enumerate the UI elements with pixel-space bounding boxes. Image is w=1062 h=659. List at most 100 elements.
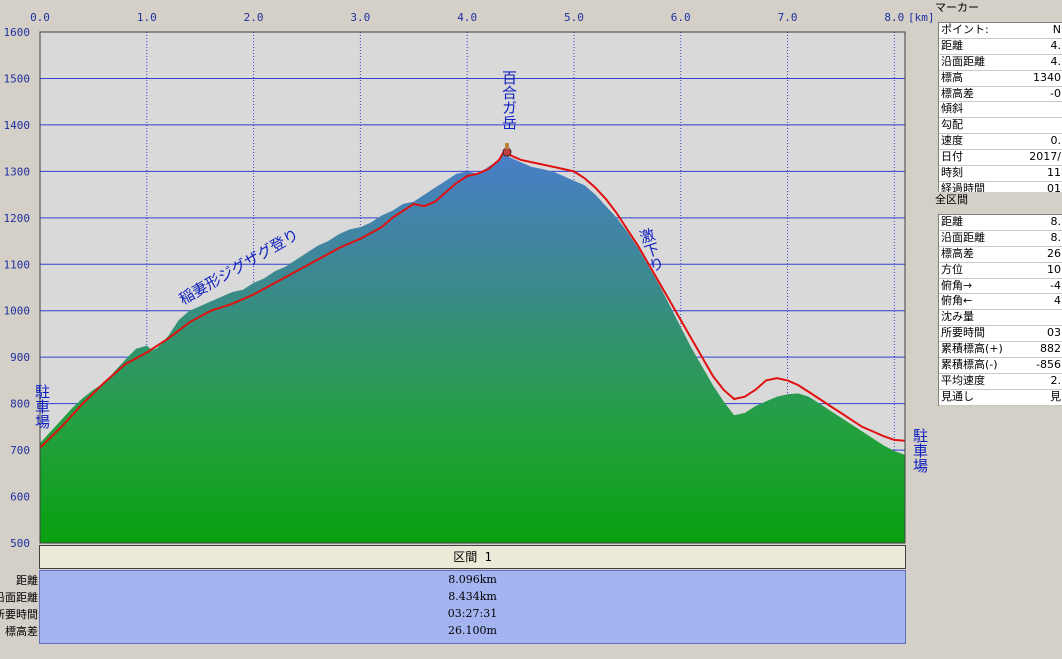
elevation-chart: 0.0 1.0 2.0 3.0 4.0 5.0 6.0 7.0 8.0 1600 1500 1400… (3, 11, 932, 550)
section-row: 所要時間 03 (939, 326, 1062, 343)
section-panel: 全区間 (932, 192, 1062, 208)
section-row: 沈み量 (939, 310, 1062, 327)
section-row: 距離 8. (939, 215, 1062, 231)
section-row: 累積標高(-) -856 (939, 358, 1062, 374)
segment-elevation-diff-label: 標高差 (5, 625, 38, 638)
section-row-value: 10 (1047, 262, 1061, 276)
marker-row: 標高差 -0 (939, 87, 1062, 103)
x-tick-label: 4.0 (457, 11, 477, 24)
y-tick-label: 700 (10, 444, 30, 457)
track-line (39, 31, 906, 544)
segment-duration-label: 所要時間 (0, 608, 38, 621)
marker-row-label: 時刻 (941, 166, 963, 180)
marker-row: 速度 0. (939, 134, 1062, 151)
parking-end-label: 駐車場 (911, 428, 929, 473)
marker-row-label: 距離 (941, 38, 963, 52)
section-row-label: 方位 (941, 262, 963, 276)
y-tick-label: 600 (10, 491, 30, 504)
marker-row-value: 1340 (1033, 70, 1061, 84)
section-row: 標高差 26 (939, 247, 1062, 263)
section-row: 方位 10 (939, 263, 1062, 279)
plot-border (39, 31, 906, 544)
section-row-value: 4 (1054, 294, 1061, 308)
section-row-label: 平均速度 (941, 373, 985, 387)
x-axis-unit: [km] (908, 11, 932, 24)
marker-row-value: 4. (1050, 38, 1062, 52)
marker-row-value: 11 (1047, 166, 1061, 180)
section-table: 距離 8. 沿面距離 8. 標高差 26 方位 10 俯角→ -4 俯角← 4 沈み量 所要… (938, 214, 1062, 406)
marker-row-value: 01 (1047, 181, 1061, 195)
x-tick-label: 7.0 (778, 11, 798, 24)
marker-row-value: 2017/ (1029, 150, 1061, 164)
section-row-label: 標高差 (941, 246, 974, 260)
section-row: 俯角← 4 (939, 294, 1062, 311)
marker-row-label: 傾斜 (941, 102, 963, 116)
y-tick-label: 1100 (4, 258, 31, 271)
section-row-value: -856 (1036, 358, 1061, 372)
section-row-value: 03 (1047, 326, 1061, 340)
parking-start-label: 駐車場 (33, 384, 51, 429)
marker-row: 傾斜 (939, 102, 1062, 119)
section-row: 俯角→ -4 (939, 279, 1062, 295)
section-row-value: 8. (1050, 230, 1062, 244)
section-row-value: 26 (1047, 246, 1061, 260)
section-row-label: 沿面距離 (941, 230, 985, 244)
segment-summary: 8.096km 8.434km 03:27:31 26.100m (39, 570, 906, 644)
segment-surface-distance-label: 沿面距離 (0, 591, 38, 604)
elevation-area (40, 152, 905, 544)
marker-row-label: 日付 (941, 150, 963, 164)
marker-row-value: -0 (1050, 86, 1061, 100)
x-tick-label: 1.0 (137, 11, 157, 24)
y-axis-ticks: 1600 1500 1400 1300 1200 1100 1000 900 800 700 600… (4, 26, 31, 550)
section-row-label: 見通し (941, 389, 974, 403)
marker-row-value: N (1052, 23, 1061, 36)
y-tick-label: 1400 (4, 119, 31, 132)
marker-table: ポイント: N 距離 4. 沿面距離 4. 標高 1340 標高差 -0 傾斜 勾配 速度… (938, 22, 1062, 198)
x-tick-label: 6.0 (671, 11, 691, 24)
marker-panel: マーカー (932, 0, 1062, 16)
marker-row-label: 沿面距離 (941, 54, 985, 68)
section-row-label: 俯角→ (941, 278, 973, 292)
section-panel-title: 全区間 (932, 192, 1062, 208)
y-tick-label: 1000 (4, 305, 31, 318)
track-line-path (39, 148, 905, 449)
marker-row: 勾配 (939, 118, 1062, 135)
marker-row-value: 4. (1050, 54, 1062, 68)
section-row: 見通し 見 (939, 390, 1062, 406)
section-row-label: 距離 (941, 215, 963, 228)
section-row-label: 所要時間 (941, 326, 985, 340)
marker-panel-title: マーカー (932, 0, 1062, 16)
segment-distance-value: 8.096km (448, 573, 497, 586)
y-tick-label: 1500 (4, 72, 31, 85)
section-row: 累積標高(+) 882 (939, 342, 1062, 359)
x-tick-label: 5.0 (564, 11, 584, 24)
segment-surface-distance-value: 8.434km (448, 590, 497, 603)
x-tick-label: 8.0 (884, 11, 904, 24)
segment-header[interactable]: 区間 1 (39, 545, 906, 569)
x-tick-label: 3.0 (350, 11, 370, 24)
marker-row: ポイント: N (939, 23, 1062, 39)
section-row-label: 沈み量 (941, 310, 974, 324)
peak-label: 百合ガ岳 (500, 70, 518, 130)
x-tick-label: 0.0 (30, 11, 50, 24)
section-row-value: 882 (1040, 342, 1061, 356)
marker-row-label: 標高差 (941, 86, 974, 100)
peak-marker-icon[interactable] (502, 143, 512, 157)
marker-row: 沿面距離 4. (939, 55, 1062, 71)
y-tick-label: 1600 (4, 26, 31, 39)
section-row-value: 2. (1050, 373, 1062, 387)
marker-row-label: 勾配 (941, 118, 963, 132)
marker-row-value: 0. (1050, 134, 1062, 148)
section-row-label: 累積標高(+) (941, 342, 1003, 356)
x-tick-label: 2.0 (244, 11, 264, 24)
y-tick-label: 900 (10, 351, 30, 364)
marker-row: 標高 1340 (939, 71, 1062, 87)
section-row-value: -4 (1050, 278, 1061, 292)
marker-row-label: 経過時間 (941, 181, 985, 195)
section-row: 沿面距離 8. (939, 231, 1062, 247)
y-tick-label: 1200 (4, 212, 31, 225)
marker-row: 時刻 11 (939, 166, 1062, 182)
y-tick-label: 1300 (4, 165, 31, 178)
section-row: 平均速度 2. (939, 374, 1062, 390)
marker-row-label: ポイント: (941, 23, 989, 36)
